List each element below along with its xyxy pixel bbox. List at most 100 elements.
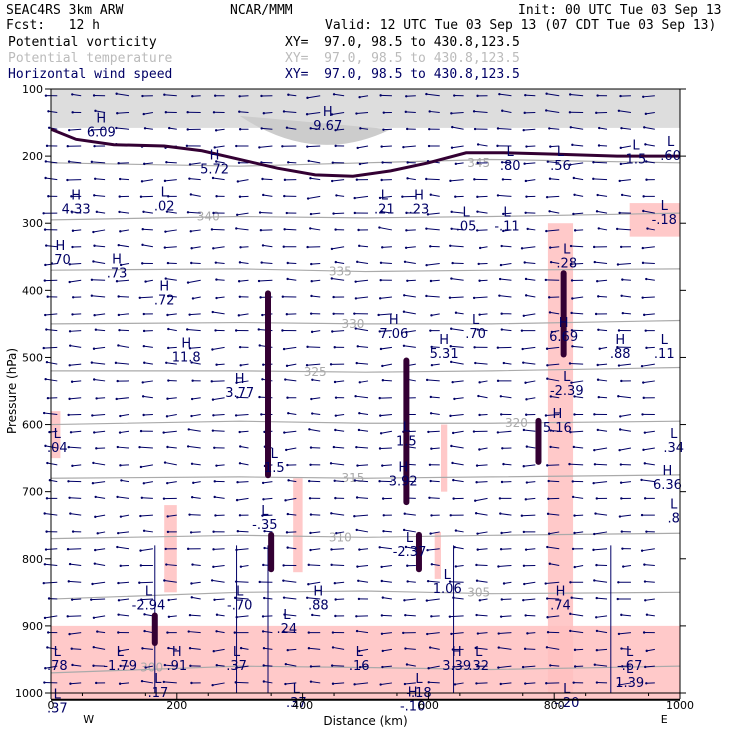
wind-vector-head [595,596,598,600]
wind-vector-head [211,310,214,314]
wind-vector-head [162,497,166,500]
wind-vector [335,429,345,432]
wind-vector [191,413,201,417]
wind-vector-head [90,160,94,164]
wind-vector [545,581,560,585]
wind-vector [72,313,82,315]
wind-vector-head [355,445,358,449]
wind-vector-head [306,145,309,148]
extremum-value: .05 [456,220,477,235]
wind-vector-head [284,682,287,686]
wind-vector-head [401,195,404,198]
wind-vector-head [356,260,359,264]
wind-vector [240,564,249,568]
wind-vector [96,211,106,214]
wind-vector-head [118,649,121,653]
wind-vector-head [263,596,266,600]
wind-vector-head [238,195,242,198]
wind-vector-head [549,445,552,449]
wind-vector-head [426,632,429,636]
isentrope-line [50,268,681,273]
wind-vector [213,413,225,416]
wind-vector-head [239,246,242,249]
wind-vector [426,295,440,298]
wind-vector-head [215,363,218,366]
wind-vector [404,261,416,264]
wind-vector-head [68,496,71,500]
wind-vector [358,580,369,583]
wind-vector-head [119,464,122,467]
wind-vector [213,548,225,550]
wind-vector [526,548,536,551]
wind-vector [283,110,297,113]
wind-vector-head [212,211,215,215]
wind-vector [212,346,225,350]
wind-vector [238,313,249,316]
wind-vector-head [402,310,406,313]
wind-vector-head [498,294,501,297]
wind-vector-head [642,195,645,198]
wind-vector [192,296,201,299]
wind-vector-head [213,446,216,449]
wind-vector [189,313,201,316]
wind-vector [143,345,153,348]
wind-vector [450,345,464,348]
wind-vector-head [167,294,170,298]
wind-vector-head [91,582,94,586]
wind-vector-head [69,682,72,685]
wind-vector [239,430,249,433]
wind-vector [547,378,560,382]
wind-vector-head [163,179,167,183]
wind-vector-head [453,94,456,97]
extremum-marker: L [271,447,279,462]
wind-vector [451,328,464,332]
extremum-value: 5.31 [430,347,459,362]
wind-vector [549,178,560,181]
wind-vector [644,313,655,316]
wind-vector [477,211,488,214]
wind-vector [451,145,464,149]
wind-vector-head [286,512,290,516]
wind-vector-head [500,328,504,331]
extremum-value: .70 [50,253,71,268]
legend-pv-name: Potential vorticity [8,35,157,50]
wind-vector-head [93,177,97,180]
wind-vector-head [500,480,504,484]
wind-vector [239,261,249,264]
wind-vector [451,278,464,281]
wind-speed-shading [629,203,680,237]
wind-vector-head [44,313,47,317]
wind-vector [550,395,560,399]
extremum-marker: H [414,189,424,204]
wind-vector-head [140,598,143,601]
wind-vector-head [359,127,362,130]
wind-vector-head [429,395,433,399]
wind-vector-head [502,212,505,216]
wind-vector [524,262,536,264]
wind-vector-head [620,379,623,383]
wind-vector [263,497,273,500]
wind-vector-head [188,313,191,316]
wind-vector [118,614,130,617]
wind-vector-head [166,261,170,265]
wind-vector [95,548,106,551]
wind-vector [214,145,225,148]
wind-vector-head [91,414,94,417]
wind-vector-head [118,210,121,214]
wind-vector-head [358,95,361,99]
wind-vector-head [66,615,69,618]
model-label: SEAC4RS 3km ARW [6,3,124,18]
wind-vector-head [162,680,166,684]
wind-vector-head [238,95,241,98]
wind-vector-head [66,178,69,182]
wind-vector-head [571,345,574,348]
wind-vector-head [141,395,145,398]
extremum-marker: L [670,497,678,512]
wind-vector-head [570,329,574,332]
wind-vector-head [642,313,646,317]
wind-vector [521,514,536,517]
wind-vector [287,648,297,651]
pv-tower [403,357,410,506]
extremum-value: 1.39 [615,676,644,691]
wind-vector-head [426,548,429,552]
